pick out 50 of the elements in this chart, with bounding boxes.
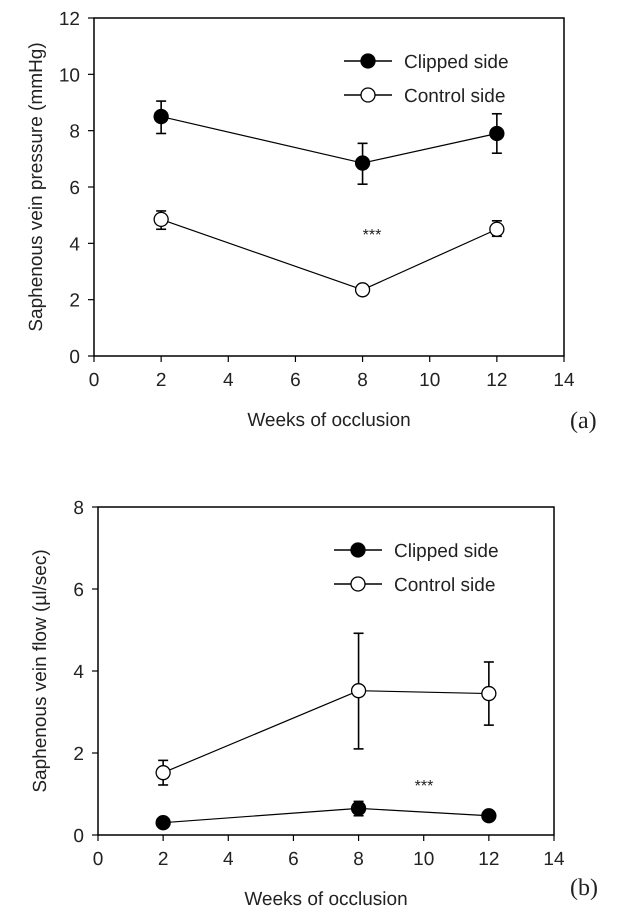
x-tick-label: 0	[88, 370, 100, 391]
x-tick-label: 14	[553, 370, 575, 391]
y-axis-title: Saphenous vein pressure (mmHg)	[26, 42, 47, 332]
annotation: ***	[362, 227, 382, 244]
x-tick-label: 14	[543, 849, 565, 870]
legend-label: Control side	[394, 575, 496, 596]
x-tick-label: 2	[158, 849, 168, 870]
legend-label: Clipped side	[404, 52, 509, 73]
x-tick-label: 10	[419, 370, 440, 391]
annotation: ***	[414, 778, 434, 795]
x-axis-title: Weeks of occlusion	[247, 410, 411, 431]
x-tick-label: 8	[357, 370, 368, 391]
text: (a)	[570, 408, 597, 434]
point	[153, 108, 169, 124]
y-tick-label: 10	[58, 65, 80, 86]
x-tick-label: 0	[92, 849, 104, 870]
x-tick-label: 8	[353, 849, 364, 870]
text: (b)	[570, 875, 598, 901]
x-tick-label: 10	[413, 849, 434, 870]
y-tick-label: 0	[73, 826, 84, 847]
point	[155, 815, 171, 830]
point	[350, 683, 366, 698]
y-tick-label: 2	[69, 290, 80, 312]
y-tick-label: 8	[73, 498, 84, 519]
y-tick-label: 2	[73, 744, 84, 765]
point	[489, 126, 505, 142]
point	[153, 212, 169, 228]
x-tick-label: 12	[478, 849, 500, 870]
point	[354, 282, 370, 298]
point	[481, 686, 497, 702]
y-tick-label: 4	[69, 234, 80, 256]
legend-label: Control side	[404, 86, 506, 107]
y-axis-title: Saphenous vein flow (µl/sec)	[30, 549, 51, 793]
point	[155, 765, 171, 780]
x-tick-label: 4	[222, 370, 234, 391]
point	[481, 808, 497, 824]
point	[354, 155, 370, 171]
x-tick-label: 6	[288, 849, 299, 870]
y-tick-label: 0	[69, 347, 80, 368]
y-tick-label: 8	[69, 122, 80, 143]
y-tick-label: 6	[69, 178, 80, 199]
x-tick-label: 4	[222, 849, 234, 870]
x-tick-label: 12	[486, 370, 508, 391]
x-axis-title: Weeks of occlusion	[244, 889, 408, 910]
y-tick-label: 4	[73, 662, 84, 683]
x-tick-label: 2	[156, 370, 166, 391]
legend-label: Clipped side	[394, 541, 499, 562]
y-tick-label: 6	[73, 580, 84, 601]
x-tick-label: 6	[290, 370, 301, 391]
y-tick-label: 12	[58, 9, 80, 30]
